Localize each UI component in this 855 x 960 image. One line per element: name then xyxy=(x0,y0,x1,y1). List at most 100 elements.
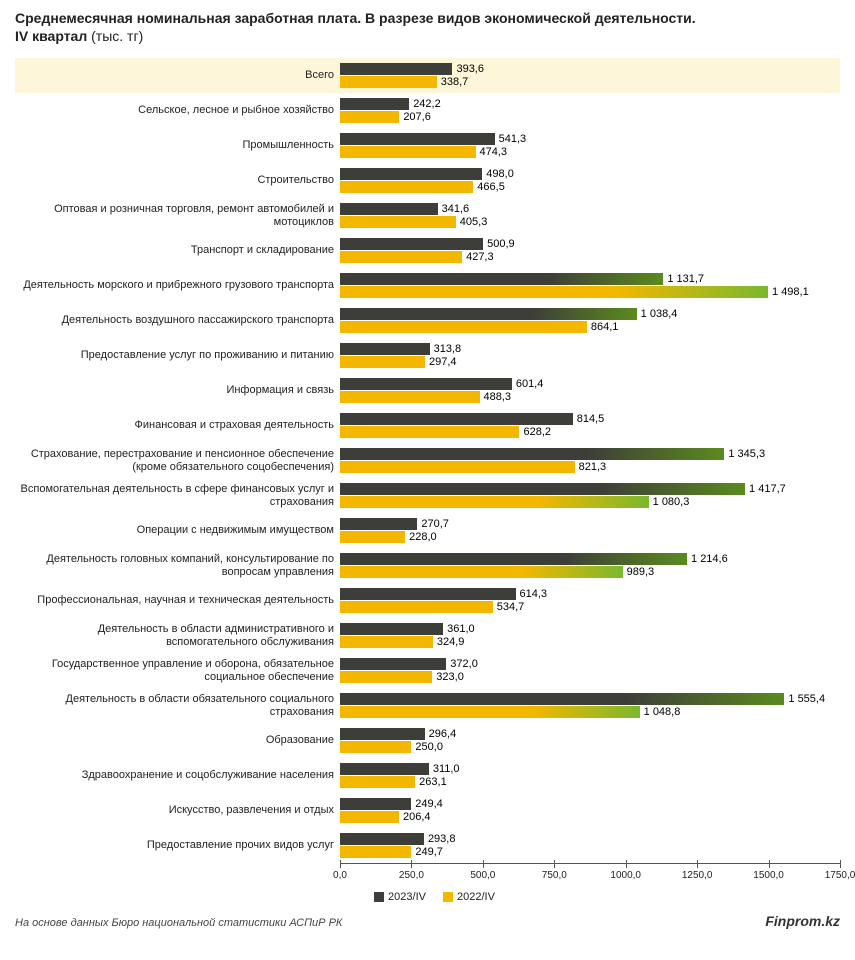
bar-value-2022: 474,3 xyxy=(476,146,508,158)
bar-value-2023: 498,0 xyxy=(482,168,514,180)
chart-row: Деятельность морского и прибрежного груз… xyxy=(15,268,840,303)
bars-cell: 1 214,6 989,3 xyxy=(340,548,840,583)
bars-cell: 249,4206,4 xyxy=(340,793,840,828)
axis-tick-label: 1500,0 xyxy=(753,870,784,881)
bar-value-2023: 1 214,6 xyxy=(687,553,728,565)
bar-value-2023: 311,0 xyxy=(429,763,460,775)
axis-tick-label: 0,0 xyxy=(333,870,347,881)
chart-row: Строительство 498,0466,5 xyxy=(15,163,840,198)
category-label: Деятельность в области административного… xyxy=(15,618,340,653)
category-label: Искусство, развлечения и отдых xyxy=(15,793,340,828)
bar-2023: 393,6 xyxy=(340,63,840,75)
bar-value-2023: 270,7 xyxy=(417,518,449,530)
bar-value-2023: 814,5 xyxy=(573,413,605,425)
bars-cell: 372,0323,0 xyxy=(340,653,840,688)
bar-2022: 466,5 xyxy=(340,181,840,193)
bar-value-2022: 1 080,3 xyxy=(649,496,690,508)
bars-cell: 393,6338,7 xyxy=(340,58,840,93)
category-label: Предоставление прочих видов услуг xyxy=(15,828,340,863)
bar-value-2022: 534,7 xyxy=(493,601,525,613)
bar-value-2023: 541,3 xyxy=(495,133,527,145)
axis-tick-label: 750,0 xyxy=(542,870,567,881)
bar-2022: 228,0 xyxy=(340,531,840,543)
subtitle-strong: IV квартал xyxy=(15,28,87,44)
chart-row: Всего393,6338,7 xyxy=(15,58,840,93)
bar-2023: 293,8 xyxy=(340,833,840,845)
bar-value-2022: 405,3 xyxy=(456,216,488,228)
category-label: Деятельность воздушного пассажирского тр… xyxy=(15,303,340,338)
bar-value-2022: 249,7 xyxy=(411,846,443,858)
bar-2022: 1 498,1 xyxy=(340,286,840,298)
bars-cell: 601,4488,3 xyxy=(340,373,840,408)
source-note: На основе данных Бюро национальной стати… xyxy=(15,917,342,929)
category-label: Информация и связь xyxy=(15,373,340,408)
category-label: Здравоохранение и соцобслуживание населе… xyxy=(15,758,340,793)
bars-cell: 1 417,71 080,3 xyxy=(340,478,840,513)
bar-value-2022: 628,2 xyxy=(519,426,551,438)
bars-cell: 1 555,41 048,8 xyxy=(340,688,840,723)
axis-tick xyxy=(483,860,484,868)
chart-row: Деятельность в области обязательного соц… xyxy=(15,688,840,723)
bar-2023: 1 417,7 xyxy=(340,483,840,495)
bars-cell: 242,2207,6 xyxy=(340,93,840,128)
bar-2023: 601,4 xyxy=(340,378,840,390)
legend-swatch-2022 xyxy=(443,892,453,902)
legend-label-2022: 2022/IV xyxy=(457,891,495,903)
bar-value-2022: 324,9 xyxy=(433,636,465,648)
chart-row: Образование296,4250,0 xyxy=(15,723,840,758)
bar-2023: 341,6 xyxy=(340,203,840,215)
bar-value-2022: 263,1 xyxy=(415,776,447,788)
bars-cell: 270,7228,0 xyxy=(340,513,840,548)
axis-tick xyxy=(840,860,841,868)
bar-2023: 1 214,6 xyxy=(340,553,840,565)
bar-2023: 242,2 xyxy=(340,98,840,110)
axis-tick-label: 250,0 xyxy=(399,870,424,881)
bars-cell: 814,5 628,2 xyxy=(340,408,840,443)
bar-2023: 296,4 xyxy=(340,728,840,740)
axis-tick-label: 1250,0 xyxy=(682,870,713,881)
axis-tick xyxy=(769,860,770,868)
category-label: Финансовая и страховая деятельность xyxy=(15,408,340,443)
bar-value-2022: 1 048,8 xyxy=(640,706,681,718)
bar-2022: 989,3 xyxy=(340,566,840,578)
bar-2023: 1 038,4 xyxy=(340,308,840,320)
bar-2022: 323,0 xyxy=(340,671,840,683)
chart-row: Вспомогательная деятельность в сфере фин… xyxy=(15,478,840,513)
category-label: Оптовая и розничная торговля, ремонт авт… xyxy=(15,198,340,233)
bars-cell: 500,9427,3 xyxy=(340,233,840,268)
x-axis: 0,0250,0500,0750,01000,01250,01500,01750… xyxy=(340,863,840,885)
bar-2022: 534,7 xyxy=(340,601,840,613)
chart-row: Предоставление прочих видов услуг293,824… xyxy=(15,828,840,863)
bar-2023: 1 345,3 xyxy=(340,448,840,460)
bars-cell: 361,0324,9 xyxy=(340,618,840,653)
bars-cell: 1 038,4864,1 xyxy=(340,303,840,338)
bars-cell: 1 345,3821,3 xyxy=(340,443,840,478)
chart-title: Среднемесячная номинальная заработная пл… xyxy=(15,10,840,26)
category-label: Промышленность xyxy=(15,128,340,163)
chart-row: Оптовая и розничная торговля, ремонт авт… xyxy=(15,198,840,233)
bar-2023: 311,0 xyxy=(340,763,840,775)
category-label: Строительство xyxy=(15,163,340,198)
bars-cell: 541,3474,3 xyxy=(340,128,840,163)
axis-tick-label: 1750,0 xyxy=(825,870,855,881)
bar-2022: 405,3 xyxy=(340,216,840,228)
bars-cell: 296,4250,0 xyxy=(340,723,840,758)
bar-value-2023: 500,9 xyxy=(483,238,515,250)
axis-tick xyxy=(626,860,627,868)
bar-value-2022: 989,3 xyxy=(623,566,655,578)
legend-label-2023: 2023/IV xyxy=(388,891,426,903)
bar-value-2023: 361,0 xyxy=(443,623,475,635)
chart-row: Транспорт и складирование500,9427,3 xyxy=(15,233,840,268)
chart-row: Профессиональная, научная и техническая … xyxy=(15,583,840,618)
bars-cell: 1 131,71 498,1 xyxy=(340,268,840,303)
bar-value-2022: 466,5 xyxy=(473,181,505,193)
bar-value-2023: 372,0 xyxy=(446,658,478,670)
category-label: Образование xyxy=(15,723,340,758)
bar-value-2022: 228,0 xyxy=(405,531,437,543)
bar-value-2023: 601,4 xyxy=(512,378,544,390)
bar-value-2023: 1 131,7 xyxy=(663,273,704,285)
category-label: Операции с недвижимым имуществом xyxy=(15,513,340,548)
category-label: Деятельность в области обязательного соц… xyxy=(15,688,340,723)
bar-2022: 1 080,3 xyxy=(340,496,840,508)
chart-row: Предоставление услуг по проживанию и пит… xyxy=(15,338,840,373)
